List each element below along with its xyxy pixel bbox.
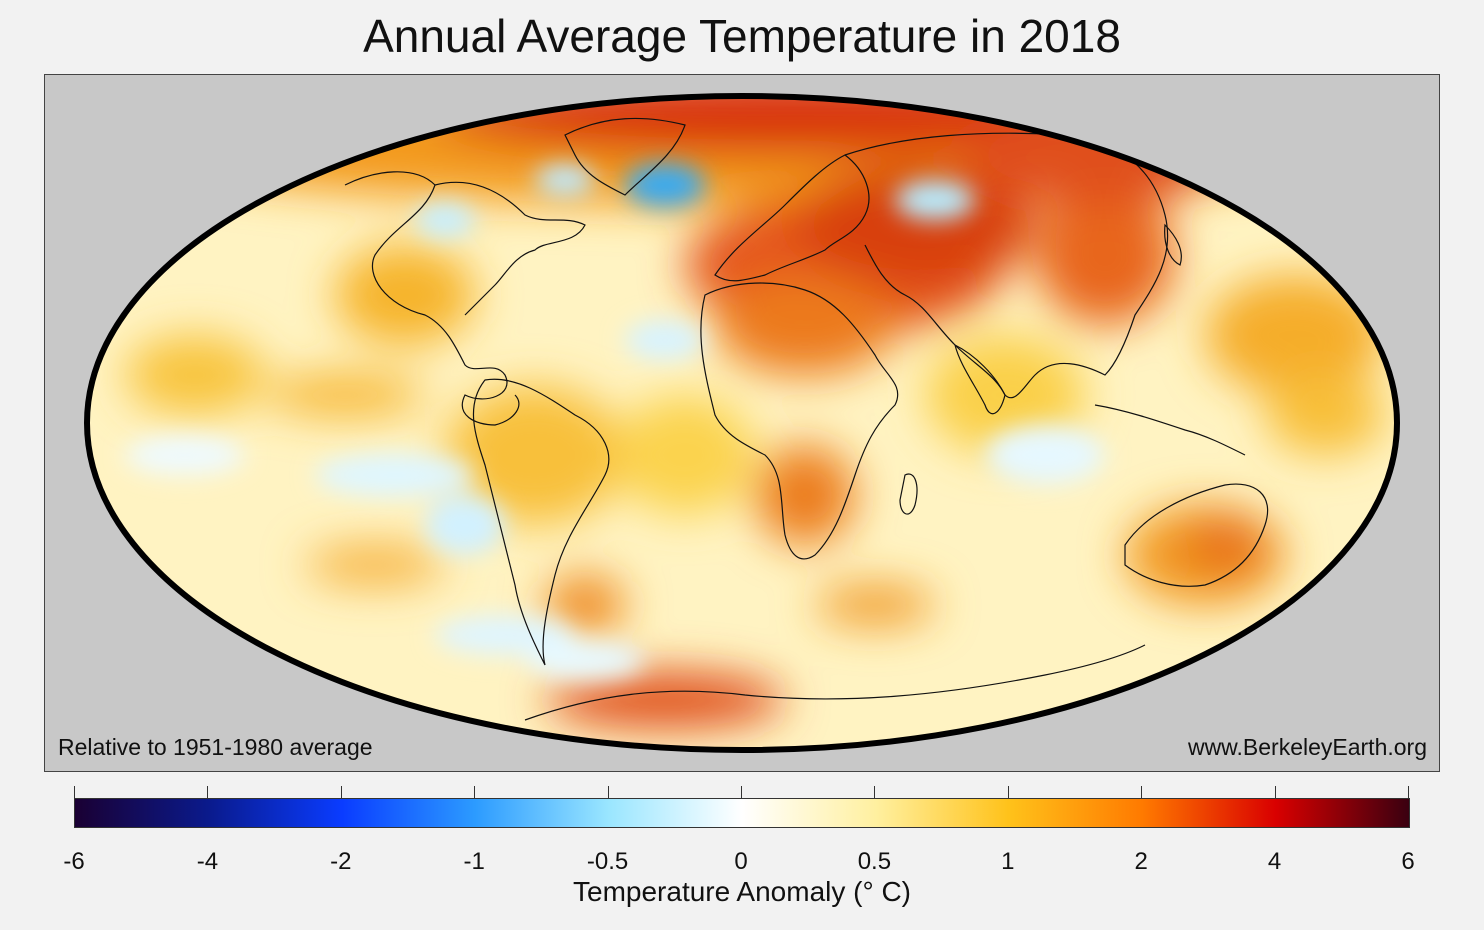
colorbar-tick bbox=[1007, 786, 1009, 798]
colorbar-tick-label: -2 bbox=[330, 848, 352, 875]
colorbar-tick-label: 1 bbox=[1001, 848, 1015, 875]
colorbar-tick bbox=[607, 786, 609, 798]
world-map: Relative to 1951-1980 average www.Berkel… bbox=[44, 74, 1440, 772]
colorbar-tick bbox=[1274, 786, 1276, 798]
temperature-field bbox=[87, 96, 1397, 750]
map-svg bbox=[84, 93, 1400, 753]
canada-east-outline bbox=[434, 181, 586, 316]
colorbar-label: Temperature Anomaly (° C) bbox=[573, 876, 911, 907]
colorbar-gradient bbox=[74, 798, 1410, 828]
colorbar-tick-label: -4 bbox=[196, 848, 219, 875]
europe-outline bbox=[714, 154, 870, 282]
colorbar-tick bbox=[1141, 786, 1143, 798]
madagascar-outline bbox=[899, 473, 918, 515]
colorbar-tick bbox=[74, 786, 75, 798]
colorbar bbox=[74, 786, 1410, 830]
colorbar-tick bbox=[874, 786, 876, 798]
africa-outline bbox=[700, 282, 899, 560]
colorbar-tick-label: 0.5 bbox=[857, 848, 892, 875]
colorbar-tick-label: 4 bbox=[1267, 848, 1282, 875]
colorbar-tick-label: 0 bbox=[734, 848, 748, 875]
colorbar-tick bbox=[474, 786, 476, 798]
australia-outline bbox=[1124, 483, 1269, 587]
baseline-note: Relative to 1951-1980 average bbox=[58, 734, 373, 760]
colorbar-tick-label: 6 bbox=[1401, 848, 1415, 875]
chart-title: Annual Average Temperature in 2018 bbox=[363, 10, 1121, 62]
south-america-outline bbox=[472, 378, 610, 666]
source-credit: www.BerkeleyEarth.org bbox=[1187, 734, 1427, 760]
india-outline bbox=[954, 343, 1006, 415]
colorbar-tick bbox=[207, 786, 209, 798]
colorbar-tick-label: -1 bbox=[463, 848, 485, 875]
colorbar-tick-label: 2 bbox=[1134, 848, 1148, 875]
colorbar-tick-label: -0.5 bbox=[586, 848, 629, 875]
greenland-outline bbox=[564, 117, 686, 196]
globe-border bbox=[84, 93, 1400, 753]
colorbar-tick bbox=[340, 786, 342, 798]
colorbar-tick-label: -6 bbox=[63, 848, 85, 875]
colorbar-tick bbox=[741, 786, 742, 798]
indonesia-outline bbox=[1094, 404, 1246, 456]
north-america-outline bbox=[344, 171, 520, 426]
colorbar-tick bbox=[1408, 786, 1409, 798]
antarctica-outline bbox=[524, 644, 1146, 721]
japan-outline bbox=[1164, 223, 1182, 266]
